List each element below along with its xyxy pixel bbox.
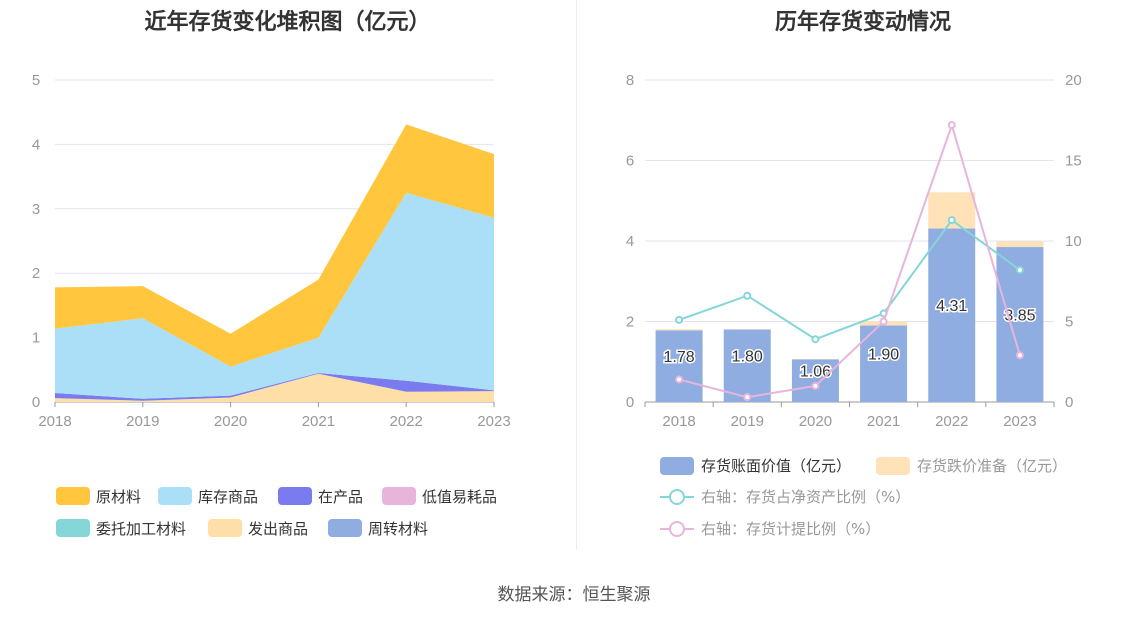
line-point <box>811 381 820 390</box>
panel-divider <box>576 0 577 550</box>
x-tick-label: 2019 <box>126 413 159 430</box>
x-tick-label: 2022 <box>390 413 423 430</box>
bar-data-label: 1.78 <box>664 349 695 366</box>
legend-label: 原材料 <box>96 488 141 506</box>
legend-label: 低值易耗品 <box>422 488 497 506</box>
bar-data-label: 1.06 <box>800 364 831 381</box>
legend-label: 发出商品 <box>248 520 308 538</box>
legend-swatch-在产品 <box>278 487 312 505</box>
legend-swatch-低值易耗品 <box>382 487 416 505</box>
y-tick-label: 0 <box>32 394 40 411</box>
line-point <box>947 216 956 225</box>
y-tick-label: 6 <box>626 153 634 170</box>
line-右轴：存货占净资产比例（%） <box>678 218 1021 341</box>
bar-data-label: 1.80 <box>732 349 763 366</box>
x-tick-label: 2020 <box>214 413 247 430</box>
area-在产品 <box>55 373 494 401</box>
y-tick-label: 1 <box>32 330 40 347</box>
legend-label: 存货账面价值（亿元） <box>701 457 851 475</box>
y2-tick-label: 20 <box>1065 72 1082 89</box>
line-point <box>811 335 820 344</box>
legend-swatch-bar <box>660 457 694 475</box>
legend-swatch-原材料 <box>56 487 90 505</box>
legend-swatch-委托加工材料 <box>56 519 90 537</box>
legend-swatch-周转材料 <box>328 519 362 537</box>
legend-label: 存货跌价准备（亿元） <box>917 457 1067 475</box>
line-point <box>1015 265 1024 274</box>
x-tick-label: 2023 <box>477 413 510 430</box>
legend-marker <box>669 489 685 505</box>
y-tick-label: 2 <box>32 265 40 282</box>
bar-存货账面价值（亿元） <box>928 228 976 402</box>
line-右轴：存货计提比例（%） <box>678 121 1021 399</box>
y-tick-label: 4 <box>32 136 40 153</box>
bar-data-label: 1.90 <box>868 347 899 364</box>
legend-label: 周转材料 <box>368 520 428 538</box>
legend-label: 右轴：存货计提比例（%） <box>701 520 880 538</box>
x-tick-label: 2022 <box>935 413 968 430</box>
y2-tick-label: 0 <box>1065 394 1073 411</box>
legend-marker <box>669 521 685 537</box>
line-point <box>743 393 752 402</box>
legend-swatch-bar <box>876 457 910 475</box>
legend-label: 委托加工材料 <box>96 520 186 538</box>
x-tick-label: 2018 <box>662 413 695 430</box>
line-point <box>675 375 684 384</box>
line-point <box>947 121 956 130</box>
x-tick-label: 2020 <box>799 413 832 430</box>
left-chart-title: 近年存货变化堆积图（亿元） <box>144 10 431 35</box>
y2-tick-label: 15 <box>1065 153 1082 170</box>
x-tick-label: 2019 <box>731 413 764 430</box>
line-point <box>879 317 888 326</box>
x-tick-label: 2018 <box>38 413 71 430</box>
x-tick-label: 2021 <box>302 413 335 430</box>
legend-swatch-库存商品 <box>158 487 192 505</box>
y2-tick-label: 5 <box>1065 314 1073 331</box>
bar-存货跌价准备（亿元） <box>655 329 703 331</box>
y-tick-label: 0 <box>626 394 634 411</box>
right-chart-title: 历年存货变动情况 <box>774 10 951 35</box>
legend-swatch-发出商品 <box>208 519 242 537</box>
line-point <box>1015 351 1024 360</box>
line-point <box>675 315 684 324</box>
bar-data-label: 3.85 <box>1004 307 1035 324</box>
legend-label: 在产品 <box>318 488 363 506</box>
bar-data-label: 4.31 <box>936 298 967 315</box>
area-原材料 <box>55 124 494 367</box>
line-point <box>743 291 752 300</box>
y-tick-label: 5 <box>32 72 40 89</box>
area-发出商品 <box>55 373 494 402</box>
bar-存货账面价值（亿元） <box>860 325 908 402</box>
y-tick-label: 2 <box>626 314 634 331</box>
legend-label: 库存商品 <box>198 488 258 506</box>
bar-存货账面价值（亿元） <box>655 330 703 402</box>
bar-存货跌价准备（亿元） <box>996 241 1044 248</box>
x-tick-label: 2023 <box>1003 413 1036 430</box>
source-note: 数据来源：恒生聚源 <box>497 585 651 605</box>
y-tick-label: 4 <box>626 233 634 250</box>
x-tick-label: 2021 <box>867 413 900 430</box>
bar-存货账面价值（亿元） <box>723 329 771 402</box>
y-tick-label: 3 <box>32 201 40 218</box>
y2-tick-label: 10 <box>1065 233 1082 250</box>
y-tick-label: 8 <box>626 72 634 89</box>
bar-存货账面价值（亿元） <box>791 359 839 402</box>
area-库存商品 <box>55 192 494 399</box>
legend-label: 右轴：存货占净资产比例（%） <box>701 488 910 506</box>
